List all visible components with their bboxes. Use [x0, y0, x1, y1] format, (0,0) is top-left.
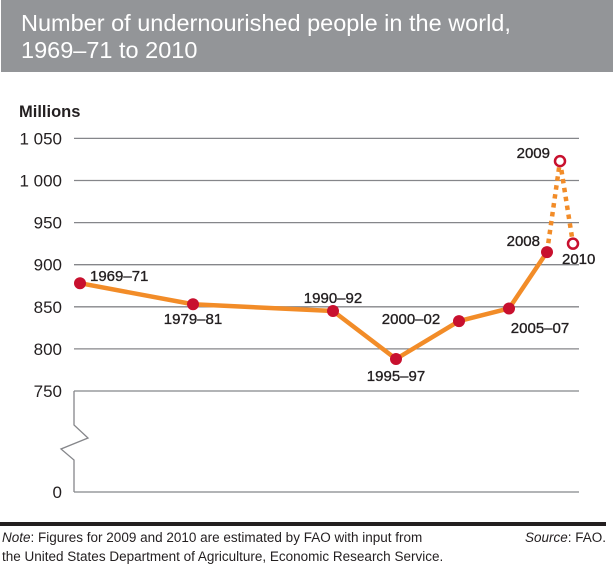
data-labels: 1969–71 1979–81 1990–92 1995–97 2000–02 2005–…: [90, 145, 596, 385]
footnote-line-2: the United States Department of Agricult…: [2, 549, 444, 564]
data-label: 2008: [507, 233, 540, 250]
data-point: [327, 305, 339, 318]
data-point: [390, 353, 402, 366]
y-tick-label: 850: [34, 298, 62, 317]
data-point: [74, 277, 86, 290]
data-label: 1979–81: [164, 311, 222, 328]
gridlines: [74, 137, 579, 493]
y-tick-labels: 0 750 800 850 900 950 1 000 1 050: [19, 129, 62, 502]
data-label: 1995–97: [367, 368, 425, 385]
source-text: : FAO.: [567, 530, 606, 545]
note-text: : Figures for 2009 and 2010 are estimate…: [30, 530, 423, 545]
series-points: [74, 154, 580, 366]
title-banner: Number of undernourished people in the w…: [1, 0, 613, 72]
data-label: 2009: [517, 145, 550, 162]
series-line-estimated: [544, 160, 563, 253]
data-point: [187, 298, 199, 311]
data-point-estimated: [566, 237, 580, 250]
note-label: Note: [2, 530, 31, 545]
chart-title-line-1: Number of undernourished people in the w…: [21, 10, 511, 36]
y-tick-label: 0: [53, 483, 62, 502]
y-tick-label: 900: [34, 256, 62, 275]
data-point: [541, 246, 553, 259]
data-point: [453, 315, 465, 328]
data-label: 2000–02: [382, 311, 440, 328]
axis-break-line: [59, 391, 90, 492]
footnote-line-1: Note: Figures for 2009 and 2010 are esti…: [2, 531, 422, 545]
y-axis: [59, 391, 90, 492]
data-label: 2005–07: [511, 320, 569, 337]
chart-title-line-2: 1969–71 to 2010: [21, 37, 198, 63]
y-tick-label: 1 000: [19, 172, 62, 191]
data-label: 2010: [562, 251, 595, 268]
data-label: 1990–92: [304, 290, 362, 307]
series-line-estimated: [557, 160, 576, 245]
y-tick-label: 950: [34, 214, 62, 233]
data-point-estimated: [553, 154, 567, 168]
data-label: 1969–71: [90, 268, 148, 285]
series-lines: [79, 160, 576, 362]
y-tick-label: 1 050: [19, 129, 62, 148]
source-credit: Source: FAO.: [525, 531, 606, 545]
y-tick-label: 750: [34, 382, 62, 401]
footer-divider: [0, 522, 606, 526]
source-label: Source: [524, 530, 568, 545]
y-axis-label: Millions: [19, 103, 80, 121]
data-point: [503, 302, 515, 315]
y-tick-label: 800: [34, 340, 62, 359]
